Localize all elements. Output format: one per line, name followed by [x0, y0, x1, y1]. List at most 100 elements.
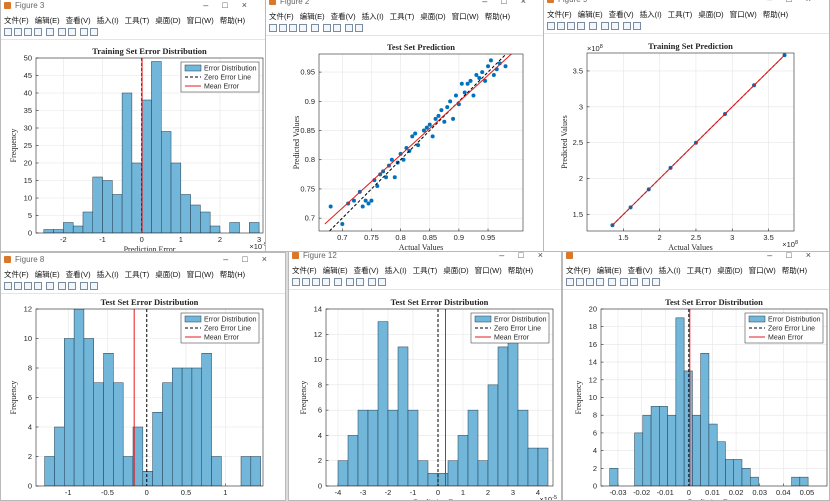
- menu-item[interactable]: 桌面(D): [698, 10, 724, 19]
- menu-item[interactable]: 查看(V): [627, 266, 653, 275]
- menu-item[interactable]: 窗口(W): [186, 270, 214, 279]
- toolbar-button[interactable]: [611, 22, 619, 30]
- toolbar-button[interactable]: [345, 24, 353, 32]
- menu-item[interactable]: 文件(F): [292, 266, 317, 275]
- toolbar-button[interactable]: [577, 22, 585, 30]
- toolbar-button[interactable]: [80, 282, 88, 290]
- menu-item[interactable]: 桌面(D): [155, 270, 181, 279]
- toolbar-button[interactable]: [323, 24, 331, 32]
- menu-item[interactable]: 帮助(H): [219, 270, 246, 279]
- toolbar-button[interactable]: [589, 22, 597, 30]
- toolbar-button[interactable]: [292, 278, 300, 286]
- toolbar-button[interactable]: [633, 22, 641, 30]
- toolbar-button[interactable]: [4, 28, 12, 36]
- window-controls[interactable]: –□×: [482, 0, 540, 6]
- menu-item[interactable]: 窗口(W): [451, 12, 479, 21]
- menu-item[interactable]: 帮助(H): [762, 10, 789, 19]
- menu-item[interactable]: 文件(F): [566, 266, 591, 275]
- toolbar-button[interactable]: [14, 28, 22, 36]
- window-controls[interactable]: –□×: [767, 250, 825, 260]
- toolbar-button[interactable]: [269, 24, 277, 32]
- toolbar-button[interactable]: [14, 282, 22, 290]
- toolbar-button[interactable]: [46, 282, 54, 290]
- toolbar-button[interactable]: [586, 278, 594, 286]
- toolbar-button[interactable]: [346, 278, 354, 286]
- toolbar-button[interactable]: [90, 28, 98, 36]
- menu-item[interactable]: 查看(V): [330, 12, 356, 21]
- menu-item[interactable]: 编辑(E): [596, 266, 622, 275]
- toolbar-button[interactable]: [4, 282, 12, 290]
- toolbar-button[interactable]: [567, 22, 575, 30]
- menu-item[interactable]: 桌面(D): [155, 16, 181, 25]
- toolbar-button[interactable]: [68, 282, 76, 290]
- toolbar-button[interactable]: [34, 28, 42, 36]
- menu-item[interactable]: 窗口(W): [474, 266, 502, 275]
- window-controls[interactable]: –□×: [767, 0, 825, 4]
- menu-item[interactable]: 插入(I): [96, 270, 119, 279]
- window-controls[interactable]: –□×: [223, 254, 281, 264]
- toolbar-button[interactable]: [46, 28, 54, 36]
- toolbar-button[interactable]: [642, 278, 650, 286]
- toolbar-button[interactable]: [24, 282, 32, 290]
- toolbar-button[interactable]: [90, 282, 98, 290]
- menu-item[interactable]: 文件(F): [547, 10, 572, 19]
- toolbar-button[interactable]: [356, 278, 364, 286]
- toolbar-button[interactable]: [620, 278, 628, 286]
- toolbar-button[interactable]: [80, 28, 88, 36]
- toolbar-button[interactable]: [58, 28, 66, 36]
- menu-item[interactable]: 查看(V): [353, 266, 379, 275]
- menu-item[interactable]: 查看(V): [608, 10, 634, 19]
- menu-item[interactable]: 窗口(W): [729, 10, 757, 19]
- toolbar-button[interactable]: [334, 278, 342, 286]
- menu-item[interactable]: 工具(T): [412, 266, 438, 275]
- toolbar-button[interactable]: [596, 278, 604, 286]
- menu-item[interactable]: 帮助(H): [781, 266, 808, 275]
- toolbar-button[interactable]: [623, 22, 631, 30]
- menu-item[interactable]: 帮助(H): [507, 266, 534, 275]
- toolbar-button[interactable]: [547, 22, 555, 30]
- menu-item[interactable]: 插入(I): [96, 16, 119, 25]
- menu-item[interactable]: 工具(T): [389, 12, 415, 21]
- toolbar-button[interactable]: [289, 24, 297, 32]
- toolbar-button[interactable]: [312, 278, 320, 286]
- toolbar-button[interactable]: [302, 278, 310, 286]
- menu-item[interactable]: 编辑(E): [34, 270, 60, 279]
- toolbar-button[interactable]: [279, 24, 287, 32]
- menu-item[interactable]: 帮助(H): [219, 16, 246, 25]
- toolbar-button[interactable]: [299, 24, 307, 32]
- menu-item[interactable]: 插入(I): [361, 12, 384, 21]
- menu-item[interactable]: 文件(F): [4, 16, 29, 25]
- menu-item[interactable]: 插入(I): [658, 266, 681, 275]
- toolbar-button[interactable]: [333, 24, 341, 32]
- menu-item[interactable]: 编辑(E): [322, 266, 348, 275]
- menu-item[interactable]: 查看(V): [65, 270, 91, 279]
- menu-item[interactable]: 查看(V): [65, 16, 91, 25]
- window-controls[interactable]: –□×: [499, 250, 557, 260]
- menu-item[interactable]: 文件(F): [4, 270, 29, 279]
- menu-item[interactable]: 插入(I): [639, 10, 662, 19]
- menu-item[interactable]: 编辑(E): [299, 12, 325, 21]
- toolbar-button[interactable]: [557, 22, 565, 30]
- toolbar-button[interactable]: [58, 282, 66, 290]
- toolbar-button[interactable]: [355, 24, 363, 32]
- toolbar-button[interactable]: [368, 278, 376, 286]
- menu-item[interactable]: 帮助(H): [484, 12, 511, 21]
- menu-item[interactable]: 编辑(E): [577, 10, 603, 19]
- toolbar-button[interactable]: [652, 278, 660, 286]
- menu-item[interactable]: 窗口(W): [186, 16, 214, 25]
- toolbar-button[interactable]: [608, 278, 616, 286]
- menu-item[interactable]: 工具(T): [686, 266, 712, 275]
- menu-item[interactable]: 插入(I): [384, 266, 407, 275]
- toolbar-button[interactable]: [601, 22, 609, 30]
- menu-item[interactable]: 编辑(E): [34, 16, 60, 25]
- toolbar-button[interactable]: [24, 28, 32, 36]
- menu-item[interactable]: 工具(T): [124, 270, 150, 279]
- toolbar-button[interactable]: [322, 278, 330, 286]
- toolbar-button[interactable]: [34, 282, 42, 290]
- toolbar-button[interactable]: [68, 28, 76, 36]
- toolbar-button[interactable]: [576, 278, 584, 286]
- menu-item[interactable]: 工具(T): [667, 10, 693, 19]
- menu-item[interactable]: 窗口(W): [748, 266, 776, 275]
- menu-item[interactable]: 桌面(D): [420, 12, 446, 21]
- toolbar-button[interactable]: [311, 24, 319, 32]
